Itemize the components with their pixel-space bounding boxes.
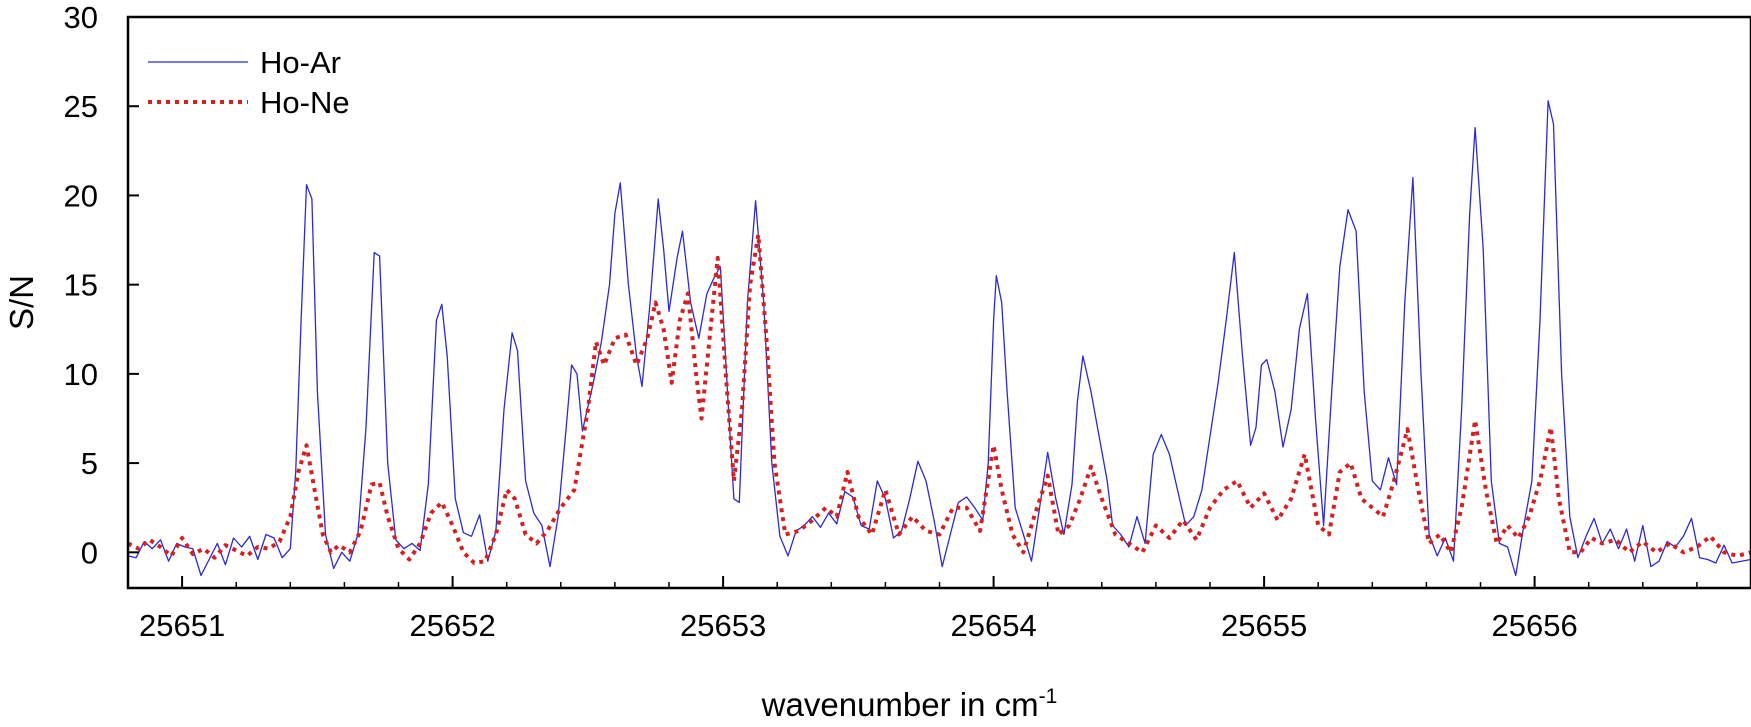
x-axis-title-text: wavenumber in cm [761,686,1039,722]
x-axis-title: wavenumber in cm-1 [761,685,1058,722]
x-axis-ticks: 25651 25652 25653 25654 25655 25656 [127,576,1751,643]
y-tick-label: 5 [81,446,98,481]
x-tick-label: 25651 [139,608,225,643]
y-tick-label: 10 [64,357,98,392]
legend-label-ho-ar: Ho-Ar [260,45,341,80]
y-axis-ticks: 0 5 10 15 20 25 30 [64,0,139,570]
x-tick-label: 25653 [680,608,766,643]
y-tick-label: 25 [64,89,98,124]
x-tick-label: 25655 [1221,608,1307,643]
series-line-ho-ar [127,100,1751,577]
x-tick-label: 25652 [409,608,495,643]
legend-label-ho-ne: Ho-Ne [260,85,350,120]
legend: Ho-Ar Ho-Ne [148,45,350,120]
y-tick-label: 0 [81,535,98,570]
y-axis-title: S/N [3,275,40,330]
y-tick-label: 15 [64,268,98,303]
series-layer [127,100,1751,577]
x-tick-label: 25656 [1491,608,1577,643]
series-line-ho-ne [127,232,1751,565]
x-axis-title-superscript: -1 [1039,685,1058,708]
y-tick-label: 30 [64,0,98,35]
x-tick-label: 25654 [950,608,1036,643]
y-tick-label: 20 [64,178,98,213]
